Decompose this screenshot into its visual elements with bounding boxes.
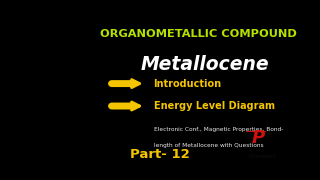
Text: Electronic Conf., Magnetic Properties, Bond-: Electronic Conf., Magnetic Properties, B… [154, 127, 283, 132]
Text: length of Metallocene with Questions: length of Metallocene with Questions [154, 143, 263, 148]
Text: ORGANOMETALLIC COMPOUND: ORGANOMETALLIC COMPOUND [100, 29, 297, 39]
Text: Introduction: Introduction [154, 79, 222, 89]
Text: P: P [252, 129, 265, 147]
Text: Metallocene: Metallocene [140, 55, 269, 74]
Text: Energy Level Diagram: Energy Level Diagram [154, 101, 275, 111]
Text: Part- 12: Part- 12 [130, 148, 190, 161]
Text: Chemistry: Chemistry [249, 154, 277, 159]
